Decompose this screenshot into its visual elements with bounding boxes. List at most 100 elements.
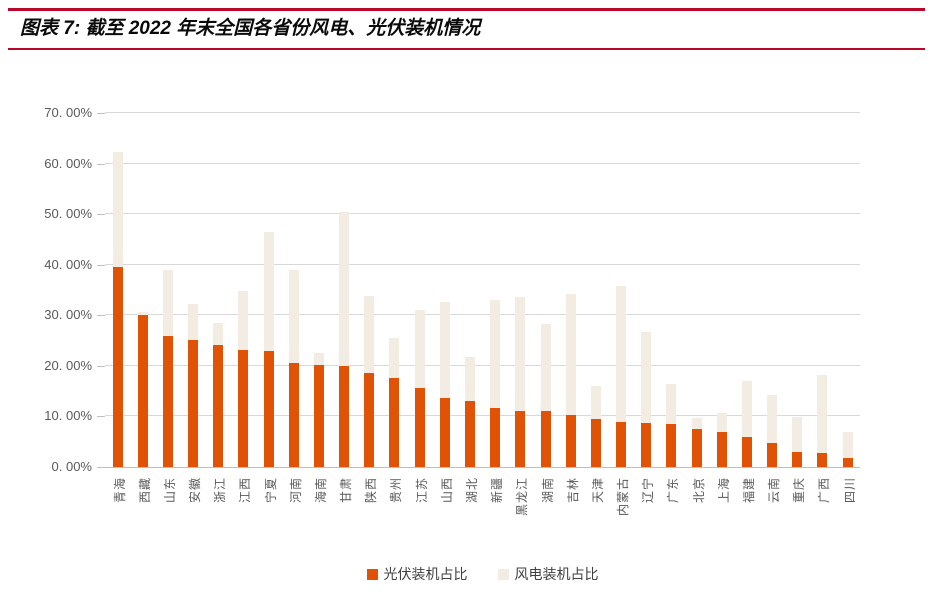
bar-group (332, 113, 357, 467)
x-tick-label: 黑龙江 (515, 477, 530, 517)
x-category: 云南 (759, 468, 784, 568)
solar-bar (464, 401, 475, 467)
wind-bar (515, 297, 526, 467)
x-category: 山东 (155, 468, 180, 568)
bar-group (181, 113, 206, 467)
y-tick-label: 50. 00% (44, 206, 92, 222)
wind-bar (439, 301, 450, 467)
y-tick-label: 40. 00% (44, 256, 92, 272)
y-tick-mark (97, 467, 105, 468)
solar-bar (767, 443, 778, 467)
x-category: 青海 (105, 468, 130, 568)
bar-group (281, 113, 306, 467)
bar-group (634, 113, 659, 467)
bar-group (382, 113, 407, 467)
bar-group (759, 113, 784, 467)
wind-bar (540, 324, 551, 467)
solar-bar (439, 397, 450, 467)
x-tick-label: 山东 (162, 477, 177, 504)
title-rule-top (8, 8, 925, 11)
solar-bar (792, 452, 803, 467)
gridline (105, 314, 860, 316)
x-tick-label: 西藏 (137, 477, 152, 504)
x-category: 陕西 (357, 468, 382, 568)
x-tick-label: 吉林 (565, 477, 580, 504)
bar-group (810, 113, 835, 467)
solar-bar (213, 344, 224, 467)
solar-bar (288, 363, 299, 467)
legend-label: 光伏装机占比 (383, 566, 468, 582)
solar-bar (641, 422, 652, 467)
x-tick-label: 上海 (716, 477, 731, 504)
x-category: 湖南 (533, 468, 558, 568)
bar-group (306, 113, 331, 467)
bar-group (256, 113, 281, 467)
x-tick-label: 云南 (767, 477, 782, 504)
x-tick-label: 安徽 (188, 477, 203, 504)
x-category: 西藏 (130, 468, 155, 568)
bar-group (734, 113, 759, 467)
wind-bar (565, 293, 576, 467)
bar-group (508, 113, 533, 467)
solar-bar (188, 339, 199, 467)
y-tick-label: 70. 00% (44, 105, 92, 120)
solar-bar (817, 452, 828, 467)
x-category: 广西 (810, 468, 835, 568)
x-category: 黑龙江 (508, 468, 533, 568)
x-category: 上海 (709, 468, 734, 568)
x-category: 新疆 (483, 468, 508, 568)
x-tick-label: 内蒙古 (616, 477, 631, 517)
wind-bar (767, 394, 778, 467)
x-category: 四川 (835, 468, 860, 568)
bar-group (457, 113, 482, 467)
wind-bar (339, 211, 350, 467)
gridline (105, 364, 860, 366)
y-tick-mark (97, 163, 105, 165)
x-tick-label: 湖南 (540, 477, 555, 504)
x-tick-label: 广东 (666, 477, 681, 504)
bar-group (608, 113, 633, 467)
x-category: 河南 (281, 468, 306, 568)
solar-bar (112, 267, 123, 467)
bar-group (231, 113, 256, 467)
bar-group (407, 113, 432, 467)
wind-bar (616, 285, 627, 467)
y-tick-mark (97, 315, 105, 317)
gridline (105, 415, 860, 417)
legend-item: 风电装机占比 (497, 564, 599, 584)
solar-bar (313, 365, 324, 467)
wind-bar (741, 381, 752, 467)
gridline (105, 112, 860, 113)
y-tick-mark (97, 113, 105, 114)
x-tick-label: 山西 (439, 477, 454, 504)
solar-bar (590, 418, 601, 467)
y-tick-label: 20. 00% (44, 357, 92, 373)
legend-label: 风电装机占比 (514, 566, 599, 582)
bar-group (533, 113, 558, 467)
x-tick-label: 辽宁 (641, 477, 656, 504)
bar-group (659, 113, 684, 467)
x-axis: 青海 西藏 山东 安徽 浙江 江西 宁夏 河南 海南 甘肃 陕西 贵州 江苏 山西 湖北 新疆 黑龙江 湖南 吉林天… (105, 468, 860, 568)
bar-group (709, 113, 734, 467)
bar-group (558, 113, 583, 467)
title-rule-bottom (8, 48, 925, 50)
bar-group (583, 113, 608, 467)
x-category: 北京 (684, 468, 709, 568)
bar-group (785, 113, 810, 467)
x-category: 海南 (306, 468, 331, 568)
y-tick-label: 30. 00% (44, 307, 92, 323)
x-category: 辽宁 (634, 468, 659, 568)
x-tick-label: 天津 (590, 477, 605, 504)
solar-bar (389, 377, 400, 467)
x-category: 江西 (231, 468, 256, 568)
solar-bar (137, 314, 148, 467)
x-tick-label: 广西 (817, 477, 832, 504)
bar-group (835, 113, 860, 467)
x-tick-label: 江西 (238, 477, 253, 504)
x-category: 安徽 (181, 468, 206, 568)
y-tick-mark (97, 214, 105, 216)
x-tick-label: 甘肃 (339, 477, 354, 504)
x-category: 吉林 (558, 468, 583, 568)
solar-bar (565, 415, 576, 467)
x-category: 甘肃 (332, 468, 357, 568)
